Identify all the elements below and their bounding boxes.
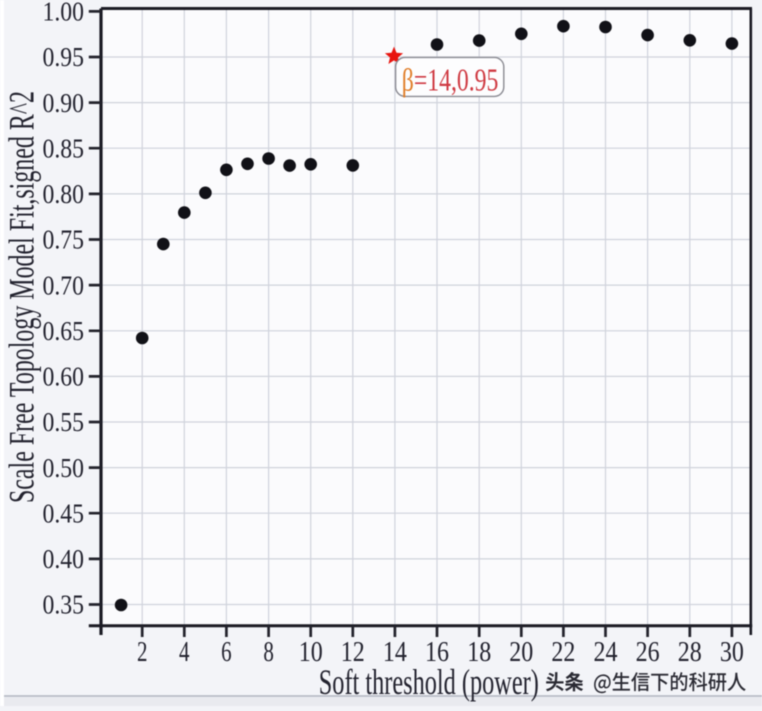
svg-text:14: 14 [383,637,407,668]
svg-text:0.40: 0.40 [43,544,85,574]
svg-text:0.75: 0.75 [43,225,85,255]
svg-text:0.45: 0.45 [43,499,85,529]
svg-text:0.80: 0.80 [43,179,85,209]
svg-text:0.65: 0.65 [43,316,85,346]
svg-text:22: 22 [551,637,575,668]
svg-text:0.35: 0.35 [43,590,85,620]
svg-text:β=14,0.95: β=14,0.95 [402,62,499,98]
svg-text:Soft threshold (power): Soft threshold (power) [319,662,539,702]
svg-text:0.60: 0.60 [43,362,85,392]
svg-text:0.55: 0.55 [43,407,85,437]
svg-text:30: 30 [720,637,744,668]
svg-text:0.95: 0.95 [43,42,85,72]
svg-text:24: 24 [594,637,618,668]
svg-text:8: 8 [263,637,274,668]
svg-text:2: 2 [137,637,148,668]
svg-text:0.50: 0.50 [43,453,85,483]
svg-text:18: 18 [467,637,491,668]
svg-text:1.00: 1.00 [43,0,85,27]
svg-text:12: 12 [341,637,365,668]
svg-text:28: 28 [678,637,702,668]
svg-text:20: 20 [509,637,533,668]
svg-text:6: 6 [221,637,232,668]
svg-text:0.70: 0.70 [43,270,85,300]
svg-text:Scale Free Topology Model Fit,: Scale Free Topology Model Fit,signed R^2 [2,91,42,503]
svg-text:16: 16 [425,637,449,668]
svg-text:4: 4 [179,637,190,668]
svg-text:0.85: 0.85 [43,133,85,163]
svg-text:26: 26 [636,637,660,668]
svg-text:10: 10 [299,637,323,668]
svg-text:0.90: 0.90 [43,88,85,118]
